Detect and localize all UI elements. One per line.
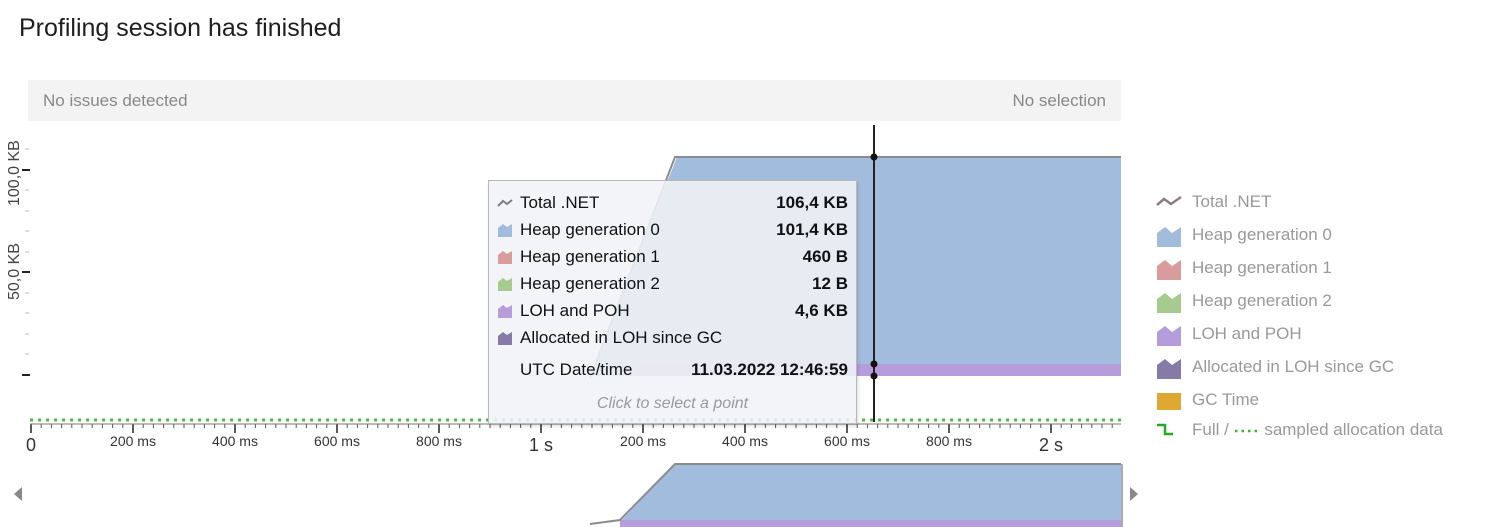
area-icon [1157,293,1181,313]
x-axis-label: 400 ms [722,433,768,449]
legend-item-label: Heap generation 1 [1192,258,1332,277]
line-icon [497,199,513,207]
legend-item[interactable]: Heap generation 0 [1156,223,1476,249]
legend-item[interactable]: GC Time [1156,388,1476,414]
tooltip-date-row: UTC Date/time 11.03.2022 12:46:59 [497,358,848,384]
scroll-left-arrow[interactable] [14,487,22,501]
x-axis-label: 2 s [1039,435,1063,455]
tooltip-series-name: Heap generation 0 [520,220,660,239]
selection-status: No selection [1012,91,1106,110]
tooltip-row: LOH and POH 4,6 KB [497,299,848,325]
legend-item-label: Heap generation 0 [1192,225,1332,244]
legend-item-allocation-data[interactable]: Full / sampled allocation data [1156,418,1476,444]
legend-item-label: Total .NET [1192,192,1272,211]
tooltip-series-value: 106,4 KB [776,193,848,212]
cursor-point-loh-bottom [870,372,878,380]
tooltip-row: Allocated in LOH since GC [497,326,848,352]
x-axis-ticks [30,423,1121,433]
x-axis-label: 400 ms [212,433,258,449]
legend-sampled-label: sampled allocation data [1264,420,1443,439]
area-icon [1157,227,1181,247]
x-axis-label: 1 s [529,435,553,455]
legend-item[interactable]: LOH and POH [1156,322,1476,348]
area-icon [1157,260,1181,280]
legend-item-label: Heap generation 2 [1192,291,1332,310]
legend-item[interactable]: Heap generation 1 [1156,256,1476,282]
area-icon [498,251,512,264]
tooltip-series-value: 460 B [802,247,848,266]
cursor-point-loh-top [870,360,878,368]
x-axis-label: 200 ms [620,433,666,449]
area-icon [1157,359,1181,379]
tooltip-series-value: 101,4 KB [776,220,848,239]
tooltip-series-name: Allocated in LOH since GC [520,328,723,347]
tooltip-series-name: Total .NET [520,193,600,212]
tooltip-date-label: UTC Date/time [520,360,633,379]
x-axis-label: 800 ms [926,433,972,449]
tooltip-row: Heap generation 2 12 B [497,272,848,298]
tooltip-series-value: 12 B [812,274,848,293]
overview-gen0-area [620,464,1121,522]
tooltip-row: Heap generation 1 460 B [497,245,848,271]
tooltip-row: Total .NET 106,4 KB [497,191,848,217]
x-axis-label: 800 ms [416,433,462,449]
overview-strip[interactable] [589,463,1123,527]
legend-item[interactable]: Total .NET [1156,190,1476,216]
tooltip-row: Heap generation 0 101,4 KB [497,218,848,244]
legend-item-label: Allocated in LOH since GC [1192,357,1395,376]
area-icon [498,224,512,237]
x-axis-label: 600 ms [314,433,360,449]
tooltip-date-value: 11.03.2022 12:46:59 [691,360,848,379]
block-icon [1157,393,1181,410]
overview-total-line [589,463,1121,525]
tooltip-series-name: Heap generation 1 [520,247,660,266]
scroll-right-arrow[interactable] [1130,487,1138,501]
legend-item-label: LOH and POH [1192,324,1302,343]
x-axis-label: 0 [26,435,36,455]
x-axis-label: 200 ms [110,433,156,449]
area-icon [1157,326,1181,346]
tooltip-series-value: 4,6 KB [795,301,848,320]
legend-item-label: GC Time [1192,390,1260,409]
legend-item[interactable]: Allocated in LOH since GC [1156,355,1476,381]
area-icon [498,278,512,291]
issues-status: No issues detected [43,91,188,110]
status-bar: No issues detected No selection [28,80,1121,121]
tooltip-series-name: LOH and POH [520,301,630,320]
overview-loh-band [620,520,1121,527]
tooltip-hint: Click to select a point [596,395,749,412]
data-tooltip: Total .NET 106,4 KB Heap generation 0 101,4… [488,180,857,424]
y-axis-minor-ticks [25,148,29,355]
legend-full-label: Full / [1192,420,1229,439]
x-axis-label: 600 ms [824,433,870,449]
full-sampled-icon [1157,423,1173,436]
tooltip-series-name: Heap generation 2 [520,274,660,293]
x-axis-labels: 0 200 ms 400 ms 600 ms 800 ms 1 s 200 ms 400 ms… [26,433,1063,455]
y-axis-ticks [22,169,30,376]
legend-item[interactable]: Heap generation 2 [1156,289,1476,315]
dotted-line-icon [1234,429,1259,432]
area-icon [498,305,512,318]
cursor-point-total [870,153,878,161]
area-icon [498,332,512,345]
line-icon [1156,195,1182,206]
page-title: Profiling session has finished [19,14,342,42]
